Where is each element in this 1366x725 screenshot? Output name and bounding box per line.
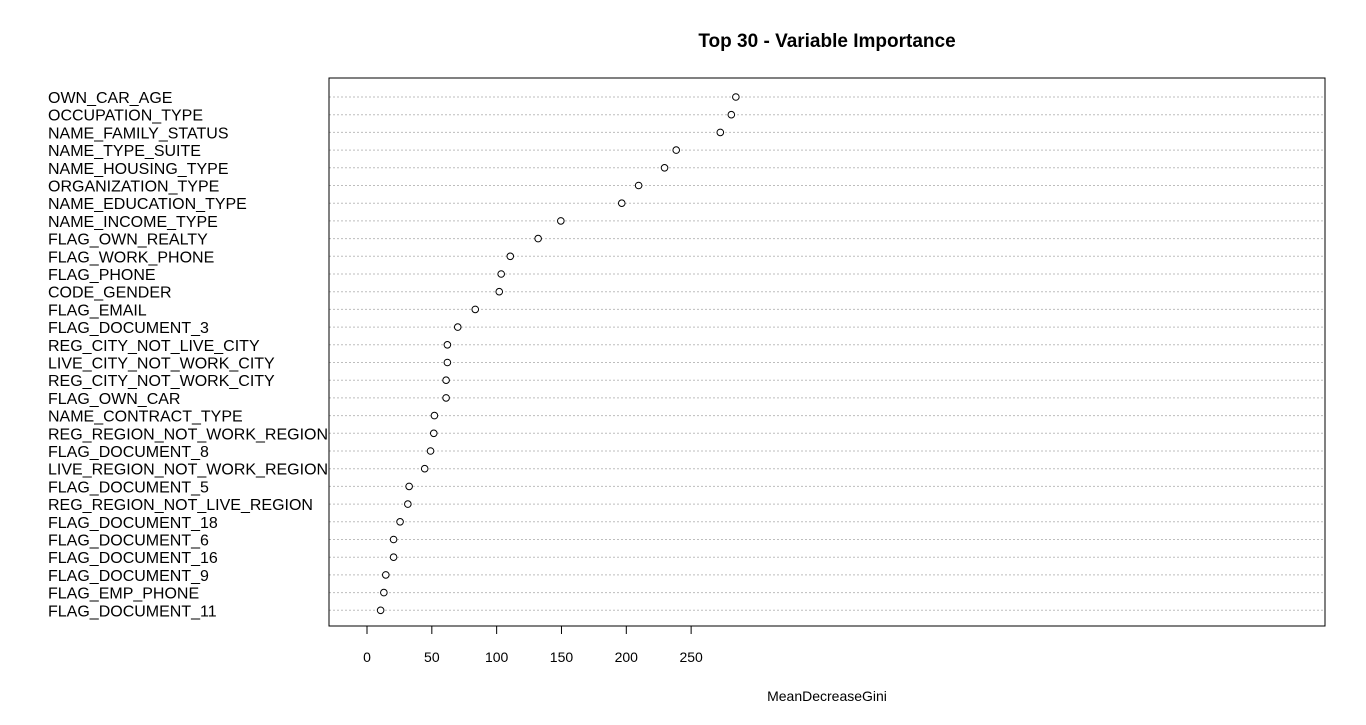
chart-title: Top 30 - Variable Importance [698,31,955,52]
category-label: FLAG_DOCUMENT_5 [48,479,209,496]
category-label: FLAG_DOCUMENT_16 [48,550,218,567]
category-label: NAME_CONTRACT_TYPE [48,409,243,426]
category-label: OWN_CAR_AGE [48,90,172,107]
category-label: FLAG_OWN_CAR [48,391,180,408]
x-tick-label: 0 [363,649,371,665]
category-label: FLAG_PHONE [48,267,156,284]
x-tick-label: 200 [615,649,639,665]
category-label: LIVE_CITY_NOT_WORK_CITY [48,356,275,373]
data-point [389,553,398,562]
data-point [495,287,504,296]
guide-lines [329,96,1325,611]
x-tick-label: 250 [679,649,703,665]
data-points [376,93,740,615]
data-point [617,199,626,207]
category-label: ORGANIZATION_TYPE [48,179,219,196]
category-label: FLAG_EMP_PHONE [48,586,199,603]
data-point [534,234,542,243]
data-point [716,128,725,137]
plot-frame [328,77,1326,627]
data-point [429,429,438,438]
category-label: NAME_HOUSING_TYPE [48,161,228,178]
category-label: REG_REGION_NOT_WORK_REGION [48,426,328,443]
x-tick-label: 50 [424,649,440,665]
category-label: FLAG_WORK_PHONE [48,249,214,266]
data-point [634,181,643,190]
data-point [727,110,736,119]
data-point [557,217,565,225]
data-point [430,411,439,420]
data-point [405,482,413,491]
data-point [426,447,435,455]
data-point [442,376,450,385]
data-point [443,358,452,367]
category-label: NAME_EDUCATION_TYPE [48,196,247,213]
category-label: REG_REGION_NOT_LIVE_REGION [48,497,313,514]
data-point [404,500,412,508]
category-label: NAME_INCOME_TYPE [48,214,218,231]
data-point [672,146,681,154]
category-label: FLAG_DOCUMENT_6 [48,533,209,550]
data-point [380,588,388,597]
x-tick-label: 100 [485,649,509,665]
x-axis-title: MeanDecreaseGini [767,688,887,704]
category-label: REG_CITY_NOT_WORK_CITY [48,373,275,390]
category-label: CODE_GENDER [48,285,172,302]
x-axis: 0 50 100 150 200 250 [363,626,703,665]
data-point [420,464,429,473]
category-label: FLAG_DOCUMENT_18 [48,515,218,532]
data-point [389,535,398,544]
data-point [506,252,515,261]
data-point [497,270,505,278]
data-point [442,394,450,402]
data-point [381,571,390,579]
category-label: FLAG_DOCUMENT_8 [48,444,209,461]
category-label: FLAG_DOCUMENT_3 [48,320,209,337]
category-label: LIVE_REGION_NOT_WORK_REGION [48,462,328,479]
data-point [453,323,462,331]
data-point [660,164,669,172]
data-point [732,93,740,101]
x-tick-label: 150 [550,649,574,665]
data-point [443,341,452,349]
category-labels: OWN_CAR_AGEOCCUPATION_TYPENAME_FAMILY_ST… [48,90,328,620]
category-label: FLAG_DOCUMENT_9 [48,568,209,585]
category-label: REG_CITY_NOT_LIVE_CITY [48,338,260,355]
category-label: FLAG_DOCUMENT_11 [48,603,217,620]
data-point [376,606,385,615]
data-point [396,518,404,526]
category-label: FLAG_EMAIL [48,302,147,319]
category-label: NAME_FAMILY_STATUS [48,125,228,142]
data-point [471,305,480,314]
category-label: NAME_TYPE_SUITE [48,143,201,160]
category-label: OCCUPATION_TYPE [48,108,203,125]
category-label: FLAG_OWN_REALTY [48,232,208,249]
